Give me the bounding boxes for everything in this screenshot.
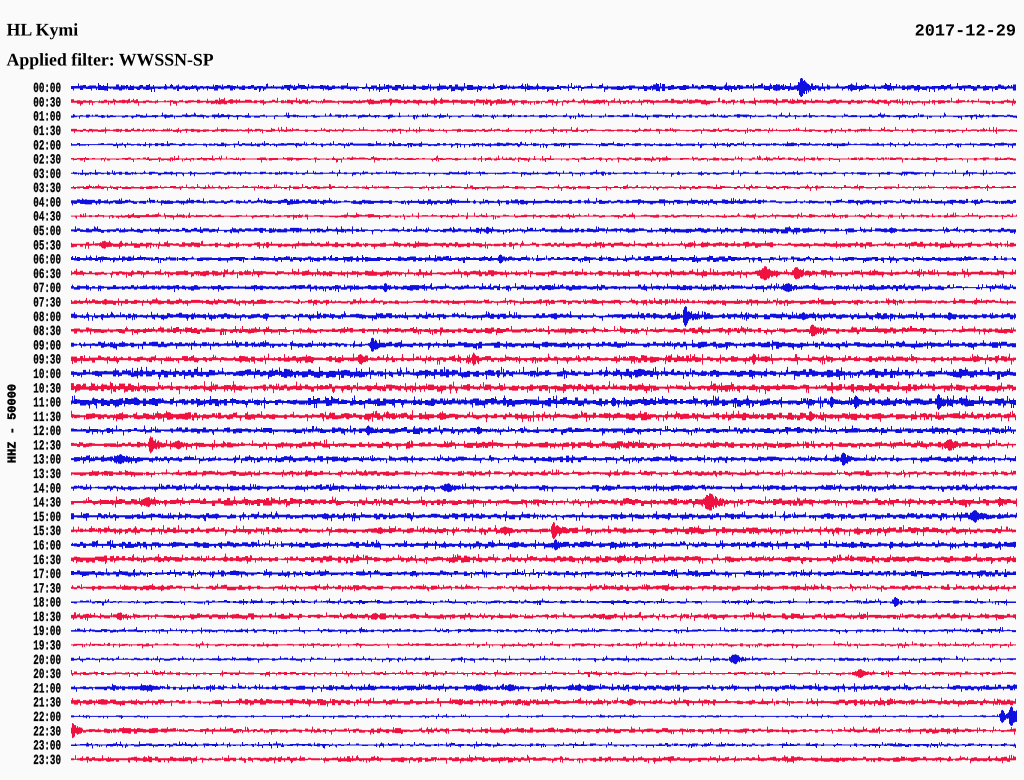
svg-text:06:00: 06:00 (33, 253, 61, 269)
svg-text:04:00: 04:00 (33, 195, 61, 211)
svg-text:09:00: 09:00 (33, 338, 61, 354)
svg-text:05:30: 05:30 (33, 238, 61, 254)
svg-text:07:30: 07:30 (33, 296, 61, 312)
svg-text:15:30: 15:30 (33, 524, 61, 540)
svg-text:09:30: 09:30 (33, 353, 61, 369)
svg-text:22:00: 22:00 (33, 710, 61, 726)
svg-text:05:00: 05:00 (33, 224, 61, 240)
svg-text:HHZ - 50000: HHZ - 50000 (5, 384, 19, 463)
svg-text:10:30: 10:30 (33, 381, 61, 397)
svg-text:18:30: 18:30 (33, 610, 61, 626)
svg-text:10:00: 10:00 (33, 367, 61, 383)
svg-text:16:00: 16:00 (33, 538, 61, 554)
svg-text:20:30: 20:30 (33, 667, 61, 683)
svg-text:14:30: 14:30 (33, 496, 61, 512)
svg-text:12:00: 12:00 (33, 424, 61, 440)
svg-text:19:00: 19:00 (33, 624, 61, 640)
svg-text:22:30: 22:30 (33, 724, 61, 740)
svg-text:23:00: 23:00 (33, 739, 61, 755)
svg-text:00:00: 00:00 (33, 81, 61, 97)
svg-text:13:30: 13:30 (33, 467, 61, 483)
svg-text:21:00: 21:00 (33, 681, 61, 697)
svg-text:20:00: 20:00 (33, 653, 61, 669)
svg-text:03:30: 03:30 (33, 181, 61, 197)
svg-text:01:30: 01:30 (33, 124, 61, 140)
svg-text:13:00: 13:00 (33, 453, 61, 469)
svg-text:04:30: 04:30 (33, 210, 61, 226)
svg-text:16:30: 16:30 (33, 553, 61, 569)
svg-text:03:00: 03:00 (33, 167, 61, 183)
svg-text:18:00: 18:00 (33, 596, 61, 612)
svg-text:17:30: 17:30 (33, 581, 61, 597)
svg-text:Applied filter: WWSSN-SP: Applied filter: WWSSN-SP (7, 49, 214, 69)
svg-text:2017-12-29: 2017-12-29 (915, 23, 1016, 42)
svg-text:12:30: 12:30 (33, 438, 61, 454)
svg-text:21:30: 21:30 (33, 696, 61, 712)
svg-text:01:00: 01:00 (33, 110, 61, 126)
svg-text:14:00: 14:00 (33, 481, 61, 497)
svg-text:02:00: 02:00 (33, 138, 61, 154)
svg-text:19:30: 19:30 (33, 639, 61, 655)
svg-text:11:00: 11:00 (33, 396, 61, 412)
svg-text:17:00: 17:00 (33, 567, 61, 583)
svg-text:08:30: 08:30 (33, 324, 61, 340)
svg-text:00:30: 00:30 (33, 95, 61, 111)
svg-text:23:30: 23:30 (33, 753, 61, 769)
svg-text:06:30: 06:30 (33, 267, 61, 283)
svg-text:HL Kymi: HL Kymi (7, 19, 79, 39)
svg-text:07:00: 07:00 (33, 281, 61, 297)
svg-text:02:30: 02:30 (33, 153, 61, 169)
svg-text:11:30: 11:30 (33, 410, 61, 426)
svg-text:08:00: 08:00 (33, 310, 61, 326)
svg-text:15:00: 15:00 (33, 510, 61, 526)
